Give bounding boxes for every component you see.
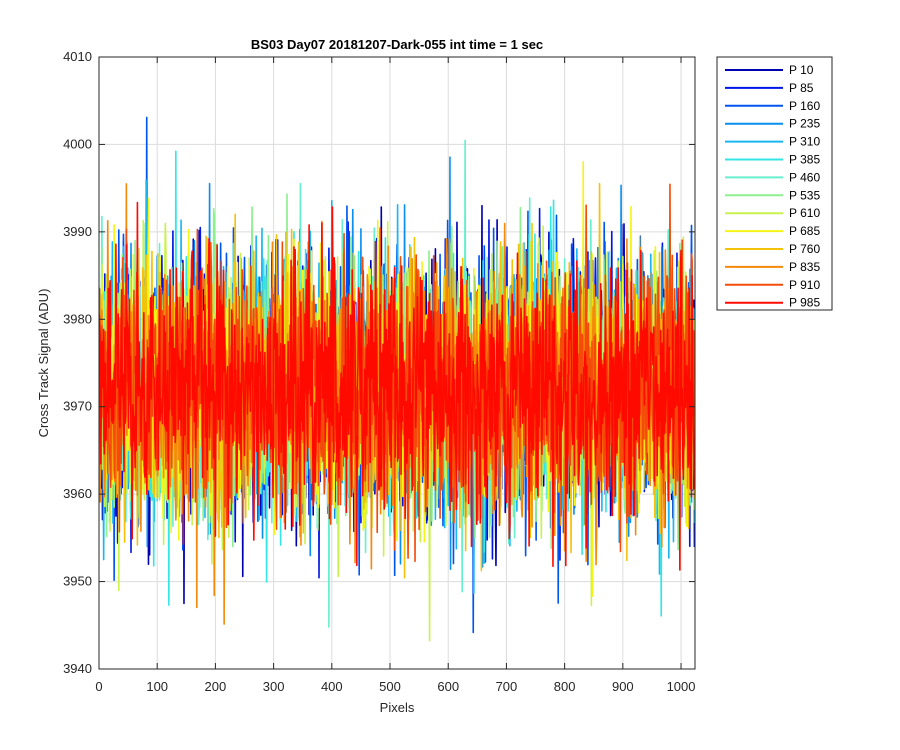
x-tick-label: 0 (95, 679, 102, 694)
legend-label: P 985 (789, 296, 820, 310)
x-tick-label: 500 (379, 679, 401, 694)
y-tick-label: 3980 (63, 311, 92, 326)
legend-label: P 10 (789, 63, 814, 77)
series-line-p910 (99, 183, 695, 563)
y-axis-label: Cross Track Signal (ADU) (36, 289, 51, 438)
legend-label: P 760 (789, 242, 820, 256)
legend-label: P 385 (789, 153, 820, 167)
legend: P 10 P 85 P 160 P 235 P 310 P 385 P 460 P 535 P … (716, 56, 833, 311)
x-tick-label: 200 (205, 679, 227, 694)
y-tick-label: 4010 (63, 49, 92, 64)
legend-label: P 235 (789, 117, 820, 131)
x-tick-label: 300 (263, 679, 285, 694)
x-tick-label: 100 (146, 679, 168, 694)
y-tick-label: 3960 (63, 486, 92, 501)
y-tick-label: 3950 (63, 574, 92, 589)
plot-area: 0 100 200 300 400 500 600 700 800 900 1000 3940 3950… (63, 49, 696, 694)
series-line-p985 (99, 201, 695, 571)
legend-label: P 85 (789, 81, 814, 95)
x-axis-label: Pixels (380, 700, 415, 715)
x-tick-label: 700 (496, 679, 518, 694)
legend-label: P 835 (789, 260, 820, 274)
x-tick-label: 900 (612, 679, 634, 694)
legend-label: P 535 (789, 188, 820, 202)
y-tick-label: 3940 (63, 661, 92, 676)
plot-frame (98, 56, 696, 670)
legend-label: P 160 (789, 99, 820, 113)
legend-label: P 310 (789, 135, 820, 149)
chart-title: BS03 Day07 20181207-Dark-055 int time = … (251, 37, 543, 52)
y-tick-label: 4000 (63, 136, 92, 151)
y-tick-label: 3970 (63, 399, 92, 414)
x-tick-label: 1000 (667, 679, 696, 694)
legend-label: P 460 (789, 170, 820, 184)
legend-label: P 685 (789, 224, 820, 238)
legend-label: P 910 (789, 278, 820, 292)
y-tick-label: 3990 (63, 224, 92, 239)
x-tick-label: 400 (321, 679, 343, 694)
x-tick-label: 800 (554, 679, 576, 694)
axis-ticks: 0 100 200 300 400 500 600 700 800 900 1000 3940 3950… (63, 49, 695, 694)
legend-label: P 610 (789, 206, 820, 220)
x-tick-label: 600 (437, 679, 459, 694)
series-lines (99, 116, 695, 642)
